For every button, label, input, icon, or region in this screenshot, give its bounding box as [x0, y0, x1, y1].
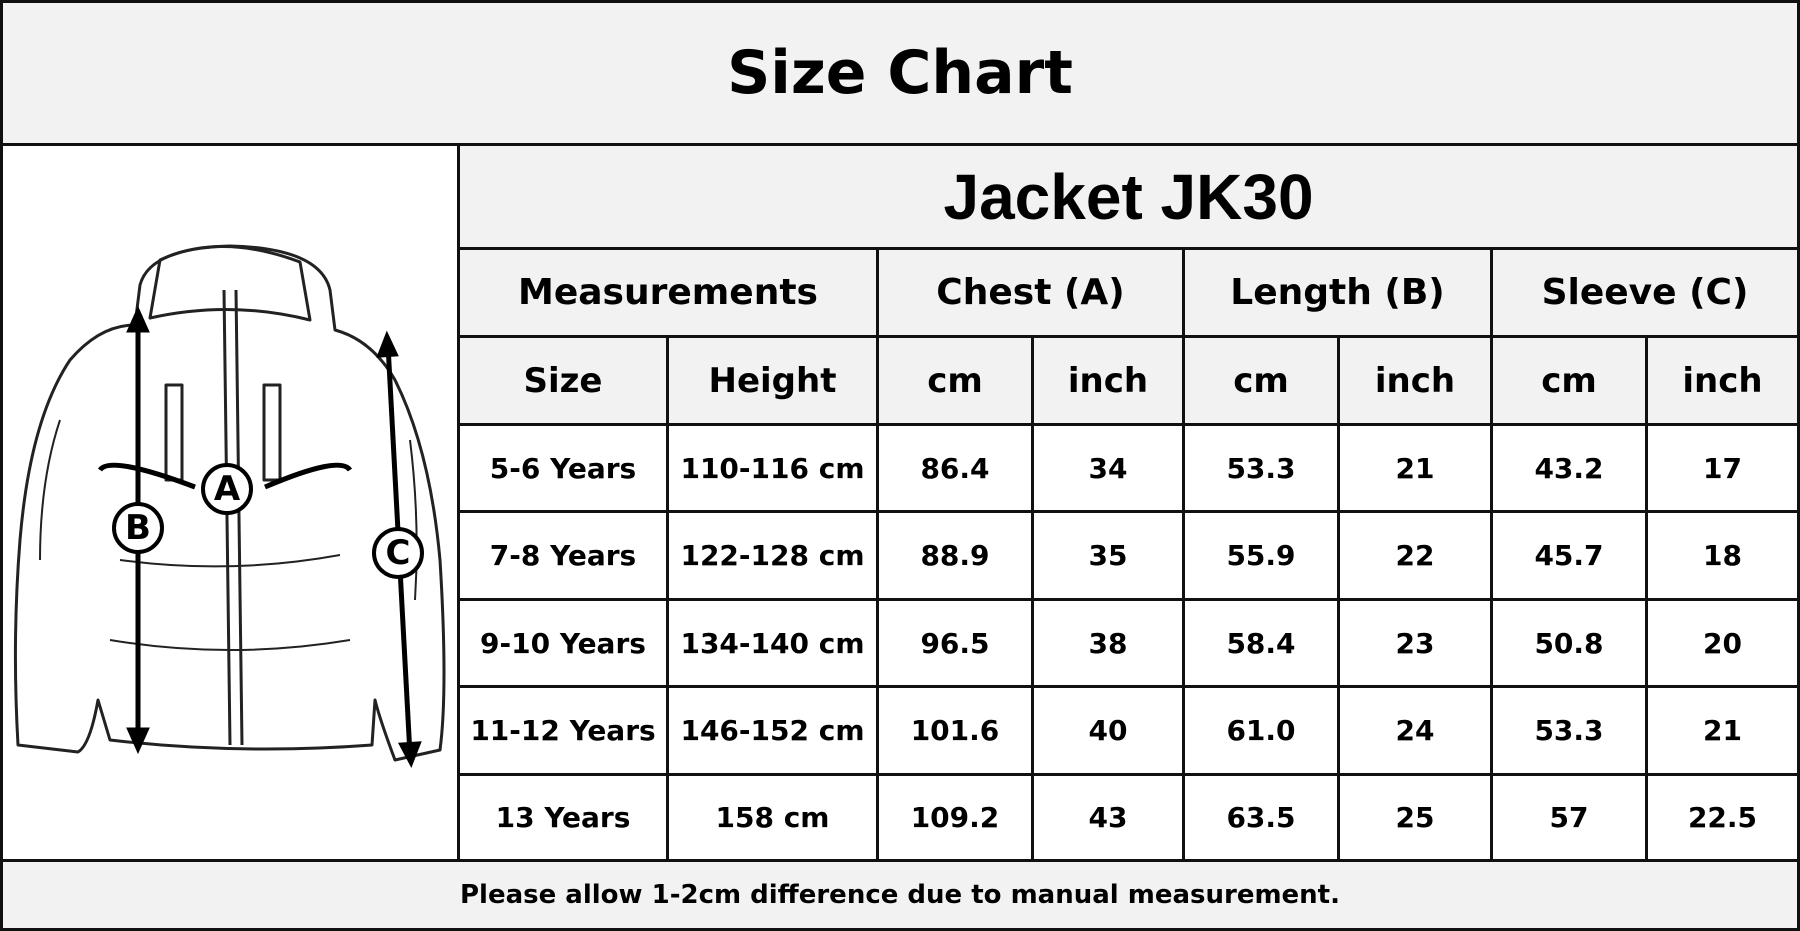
table-cell: 20: [1645, 598, 1800, 688]
sub-header: Size: [457, 335, 669, 426]
column-header: Measurements: [457, 247, 879, 338]
table-cell: 21: [1645, 685, 1800, 776]
table-cell: 96.5: [876, 598, 1034, 688]
sub-header: cm: [1182, 335, 1340, 426]
table-cell: 53.3: [1182, 423, 1340, 513]
arrow-head: [397, 741, 422, 769]
jacket-outline: [13, 244, 446, 762]
footer-note: Please allow 1-2cm difference due to man…: [0, 859, 1800, 931]
table-cell: 5-6 Years: [457, 423, 669, 513]
jacket-diagram: A B C: [13, 244, 446, 769]
table-cell: 43.2: [1490, 423, 1648, 513]
label-circle: [112, 502, 164, 554]
sub-header: cm: [876, 335, 1034, 426]
table-cell: 58.4: [1182, 598, 1340, 688]
table-cell: 25: [1337, 773, 1493, 862]
table-cell: 23: [1337, 598, 1493, 688]
arrow-head: [376, 330, 399, 358]
label-circle: [201, 463, 253, 515]
table-cell: 110-116 cm: [666, 423, 879, 513]
arrow-head: [126, 305, 150, 333]
sub-header: inch: [1337, 335, 1493, 426]
label-circle: [372, 527, 424, 579]
table-cell: 122-128 cm: [666, 510, 879, 601]
sub-header: Height: [666, 335, 879, 426]
table-cell: 17: [1645, 423, 1800, 513]
hood: [148, 245, 312, 322]
table-cell: 7-8 Years: [457, 510, 669, 601]
pocket: [164, 383, 184, 482]
table-cell: 22.5: [1645, 773, 1800, 862]
table-cell: 53.3: [1490, 685, 1648, 776]
sub-header: inch: [1645, 335, 1800, 426]
table-cell: 86.4: [876, 423, 1034, 513]
table-cell: 109.2: [876, 773, 1034, 862]
table-cell: 34: [1031, 423, 1185, 513]
table-cell: 18: [1645, 510, 1800, 601]
table-cell: 38: [1031, 598, 1185, 688]
chest-arrow: [97, 462, 196, 490]
table-cell: 43: [1031, 773, 1185, 862]
table-cell: 55.9: [1182, 510, 1340, 601]
sub-header: cm: [1490, 335, 1648, 426]
table-cell: 88.9: [876, 510, 1034, 601]
arrow-head: [126, 727, 150, 755]
table-cell: 63.5: [1182, 773, 1340, 862]
column-header: Sleeve (C): [1490, 247, 1800, 338]
chest-arrow: [264, 462, 353, 490]
table-cell: 57: [1490, 773, 1648, 862]
column-header: Length (B): [1182, 247, 1493, 338]
diagram-label: B: [125, 508, 151, 548]
diagram-label: C: [386, 533, 411, 573]
table-cell: 45.7: [1490, 510, 1648, 601]
table-cell: 9-10 Years: [457, 598, 669, 688]
quilt-lines: [39, 419, 418, 651]
table-cell: 50.8: [1490, 598, 1648, 688]
sub-header: inch: [1031, 335, 1185, 426]
table-cell: 35: [1031, 510, 1185, 601]
table-cell: 11-12 Years: [457, 685, 669, 776]
table-cell: 61.0: [1182, 685, 1340, 776]
product-title: Jacket JK30: [457, 143, 1800, 250]
table-cell: 146-152 cm: [666, 685, 879, 776]
table-cell: 101.6: [876, 685, 1034, 776]
table-cell: 22: [1337, 510, 1493, 601]
zipper: [234, 289, 244, 746]
diagram-label: A: [214, 469, 241, 509]
zipper: [222, 289, 232, 746]
pocket: [262, 383, 282, 482]
column-header: Chest (A): [876, 247, 1185, 338]
table-cell: 134-140 cm: [666, 598, 879, 688]
table-cell: 40: [1031, 685, 1185, 776]
table-cell: 24: [1337, 685, 1493, 776]
table-cell: 13 Years: [457, 773, 669, 862]
table-cell: 158 cm: [666, 773, 879, 862]
table-cell: 21: [1337, 423, 1493, 513]
